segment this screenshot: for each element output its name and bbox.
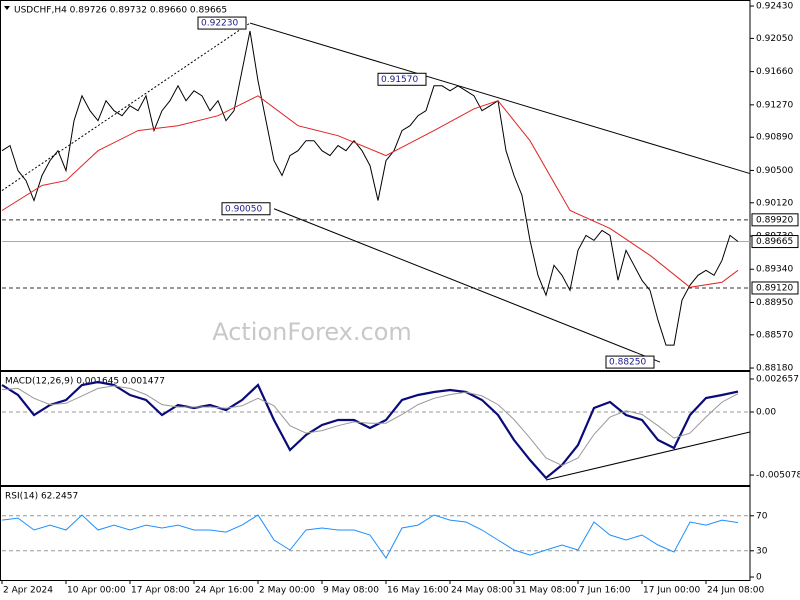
panel-title: MACD(12,26,9) 0.001645 0.001477 xyxy=(5,377,165,387)
panel-frame xyxy=(0,486,751,581)
title-icon xyxy=(4,6,10,10)
y-tick-label: 0.89340 xyxy=(756,265,793,275)
annotation-label: 0.92230 xyxy=(201,19,238,29)
y-tick-label: 0.002657 xyxy=(756,375,799,385)
trend-line xyxy=(273,208,661,363)
annotation-label: 0.88250 xyxy=(609,358,646,368)
x-tick-label: 24 Jun 08:00 xyxy=(707,586,764,596)
panel-title: RSI(14) 62.2457 xyxy=(5,492,78,502)
panel-frame xyxy=(0,0,751,371)
y-tick-label: 0.90890 xyxy=(756,133,793,143)
trend-line xyxy=(1,22,251,191)
series-line xyxy=(1,514,739,559)
y-tick-label: 0.92050 xyxy=(756,34,793,44)
y-tick-label: 0.88180 xyxy=(756,364,793,374)
panel-title: USDCHF,H4 0.89726 0.89732 0.89660 0.8966… xyxy=(14,6,227,16)
y-tick-label: 0.91270 xyxy=(756,100,793,110)
y-tick-label: 0 xyxy=(756,573,762,583)
x-tick-label: 7 Jun 16:00 xyxy=(579,586,631,596)
trend-line xyxy=(249,22,751,175)
series-line xyxy=(1,95,739,288)
level-label-box xyxy=(751,281,799,295)
x-tick-label: 24 May 08:00 xyxy=(451,586,513,596)
y-tick-label: 0.88950 xyxy=(756,298,793,308)
trend-line xyxy=(545,431,751,481)
y-tick-label: 0.91660 xyxy=(756,67,793,77)
annotation-box xyxy=(605,355,655,369)
y-tick-label: 0.00 xyxy=(756,408,776,418)
y-tick-label: 0.88570 xyxy=(756,330,793,340)
x-tick-label: 24 Apr 16:00 xyxy=(195,586,254,596)
series-line xyxy=(1,30,739,346)
level-label: 0.89120 xyxy=(756,283,793,293)
series-line xyxy=(1,380,739,480)
x-tick-label: 16 May 16:00 xyxy=(387,586,449,596)
y-tick-label: 0.90120 xyxy=(756,198,793,208)
annotation-label: 0.90050 xyxy=(225,204,262,214)
y-tick-label: -0.005078 xyxy=(756,471,800,481)
x-tick-label: 10 Apr 00:00 xyxy=(67,586,126,596)
x-tick-label: 31 May 08:00 xyxy=(515,586,577,596)
y-tick-label: 70 xyxy=(756,511,768,521)
x-tick-label: 2 Apr 2024 xyxy=(3,586,53,596)
y-tick-label: 0.90500 xyxy=(756,166,793,176)
level-label-box xyxy=(751,213,799,227)
series-line xyxy=(1,385,739,466)
x-tick-label: 2 May 00:00 xyxy=(259,586,315,596)
x-tick-label: 9 May 08:00 xyxy=(323,586,379,596)
y-tick-label: 0.92430 xyxy=(756,2,793,12)
annotation-box xyxy=(197,16,247,30)
panel-frame xyxy=(0,371,751,486)
level-label: 0.89920 xyxy=(756,215,793,225)
annotation-label: 0.91570 xyxy=(381,75,418,85)
annotation-box xyxy=(377,72,427,86)
watermark: ActionForex.com xyxy=(212,318,412,346)
level-label-box xyxy=(751,235,799,249)
annotation-box xyxy=(221,202,271,216)
x-tick-label: 17 Apr 08:00 xyxy=(131,586,190,596)
level-label: 0.89665 xyxy=(756,237,793,247)
x-tick-label: 17 Jun 00:00 xyxy=(643,586,700,596)
y-tick-label: 30 xyxy=(756,546,768,556)
